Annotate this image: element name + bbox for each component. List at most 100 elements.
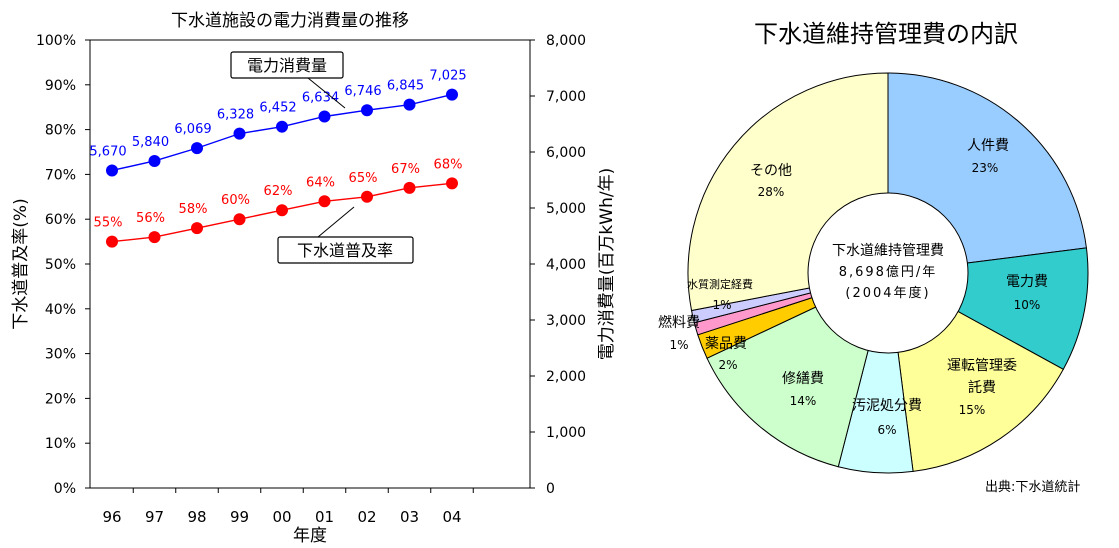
series-0-data-label: 6,452 bbox=[259, 101, 296, 116]
pie-slice-label: 燃料費 bbox=[658, 314, 700, 331]
pie-slice-label: 修繕費 bbox=[782, 371, 824, 387]
left-tick-label: 90% bbox=[45, 78, 76, 94]
right-tick-label: 1,000 bbox=[546, 425, 586, 441]
x-tick-label: 01 bbox=[315, 508, 334, 526]
series-0-point bbox=[106, 164, 118, 177]
left-tick-label: 40% bbox=[45, 302, 76, 318]
pie-chart-title: 下水道維持管理費の内訳 bbox=[754, 20, 1018, 48]
series-0-point bbox=[276, 120, 288, 133]
pie-slice-value: 2% bbox=[718, 358, 737, 372]
legend-coverage-label: 下水道普及率 bbox=[297, 241, 393, 260]
pie-slice-value: 28% bbox=[758, 185, 785, 199]
left-tick-label: 20% bbox=[45, 391, 76, 407]
x-tick-label: 96 bbox=[102, 508, 121, 526]
series-1-point bbox=[403, 181, 416, 194]
right-tick-label: 0 bbox=[546, 481, 555, 497]
x-tick-label: 00 bbox=[272, 508, 291, 526]
x-axis-ticks: 96 97 98 99 00 01 02 03 04 bbox=[102, 488, 474, 526]
series-1-data-label: 56% bbox=[136, 211, 165, 226]
right-tick-label: 7,000 bbox=[546, 89, 586, 105]
series-0-data-label: 5,840 bbox=[132, 135, 169, 150]
right-tick-label: 4,000 bbox=[546, 257, 586, 273]
series-0-data-label: 6,845 bbox=[387, 79, 424, 94]
series-0-point bbox=[318, 110, 331, 123]
pie-slice-label: その他 bbox=[750, 163, 792, 179]
line-chart-title: 下水道施設の電力消費量の推移 bbox=[171, 11, 409, 31]
x-axis-label: 年度 bbox=[293, 526, 327, 546]
x-tick-label: 03 bbox=[400, 508, 419, 526]
left-tick-label: 0% bbox=[54, 481, 76, 497]
x-tick-label: 02 bbox=[357, 508, 376, 526]
series-0-data-label: 6,634 bbox=[302, 90, 339, 105]
pie-slice-label: 水質測定経費 bbox=[687, 277, 753, 291]
source-note: 出典:下水道統計 bbox=[985, 480, 1081, 495]
series-0-data-label: 7,025 bbox=[429, 69, 466, 84]
left-axis-ticks: 0% 10% 20% 30% 40% 50% 60% 70% 80% 90% 100% bbox=[36, 33, 90, 497]
series-1-point bbox=[361, 190, 373, 203]
series-0-point bbox=[148, 154, 161, 167]
pie-slice-label-cont: 託費 bbox=[968, 380, 996, 396]
pie-center-line-3: (2004年度) bbox=[845, 285, 930, 301]
series-1-data-label: 62% bbox=[264, 184, 293, 199]
pie-slice-label: 汚泥処分費 bbox=[852, 398, 922, 414]
pie-center-line-1: 下水道維持管理費 bbox=[832, 243, 944, 259]
series-0-point bbox=[191, 142, 203, 155]
series-0-point bbox=[233, 127, 246, 140]
pie-slice-value: 14% bbox=[790, 394, 817, 408]
pie-slice-label: 薬品費 bbox=[705, 336, 747, 352]
plot-area bbox=[89, 39, 531, 489]
left-tick-label: 100% bbox=[36, 33, 76, 49]
left-tick-label: 50% bbox=[45, 257, 76, 273]
series-0-point bbox=[403, 98, 416, 111]
pie-chart: 下水道維持管理費の内訳 下水道維持管理費 8,698億円/年 (2004年度) … bbox=[658, 20, 1089, 474]
right-tick-label: 2,000 bbox=[546, 369, 586, 385]
pie-center-hole bbox=[807, 192, 969, 354]
pie-slice-label: 人件費 bbox=[967, 138, 1009, 154]
series-1-data-label: 64% bbox=[306, 175, 335, 190]
series-0-point bbox=[446, 88, 458, 101]
pie-center-line-2: 8,698億円/年 bbox=[839, 264, 938, 280]
left-tick-label: 70% bbox=[45, 167, 76, 183]
x-tick-label: 98 bbox=[187, 508, 206, 526]
series-1-point bbox=[191, 222, 203, 235]
right-tick-label: 3,000 bbox=[546, 313, 586, 329]
x-tick-label: 04 bbox=[442, 508, 461, 526]
left-axis-label: 下水道普及率(%) bbox=[11, 198, 31, 329]
left-tick-label: 10% bbox=[45, 436, 76, 452]
series-1-data-label: 68% bbox=[434, 157, 463, 172]
pie-slice-value: 23% bbox=[972, 161, 999, 175]
series-1-point bbox=[148, 231, 161, 244]
series-1-point bbox=[233, 213, 246, 226]
line-chart: 下水道施設の電力消費量の推移 0% 10% 20% 30% 40% 50% 60% 70% 80… bbox=[11, 11, 617, 546]
pie-slice-value: 6% bbox=[877, 423, 896, 437]
series-1-data-label: 65% bbox=[349, 171, 378, 186]
pie-slice-value: 1% bbox=[669, 338, 688, 352]
right-axis-label: 電力消費量(百万kWh/年) bbox=[597, 168, 617, 360]
series-0-data-label: 5,670 bbox=[89, 144, 126, 159]
right-tick-label: 5,000 bbox=[546, 201, 586, 217]
x-tick-label: 97 bbox=[145, 508, 164, 526]
legend-power-label: 電力消費量 bbox=[247, 56, 327, 75]
series-1-point bbox=[106, 235, 118, 248]
series-0-point bbox=[361, 104, 373, 117]
series-1-data-label: 67% bbox=[391, 162, 420, 177]
pie-slice-value: 1% bbox=[712, 298, 731, 312]
series-0-data-label: 6,069 bbox=[174, 122, 211, 137]
legend-callout-power: 電力消費量 bbox=[230, 51, 346, 109]
pie-slice-value: 15% bbox=[959, 403, 986, 417]
x-tick-label: 99 bbox=[230, 508, 249, 526]
series-layer: 5,670 5,840 6,069 6,328 6,452 6,634 6,746 6,845… bbox=[89, 69, 467, 248]
left-tick-label: 60% bbox=[45, 212, 76, 228]
series-1-data-label: 58% bbox=[179, 202, 208, 217]
series-1-point bbox=[318, 195, 331, 208]
left-tick-label: 30% bbox=[45, 347, 76, 363]
legend-callout-coverage: 下水道普及率 bbox=[277, 206, 414, 264]
series-0-data-label: 6,746 bbox=[344, 84, 381, 99]
right-axis-ticks: 0 1,000 2,000 3,000 4,000 5,000 6,000 7,000 8,00… bbox=[530, 33, 586, 497]
series-1-point bbox=[446, 177, 458, 190]
pie-slice-label: 電力費 bbox=[1006, 274, 1048, 290]
series-1-data-label: 55% bbox=[94, 216, 123, 231]
pie-slice-label: 運転管理委 bbox=[947, 358, 1017, 374]
